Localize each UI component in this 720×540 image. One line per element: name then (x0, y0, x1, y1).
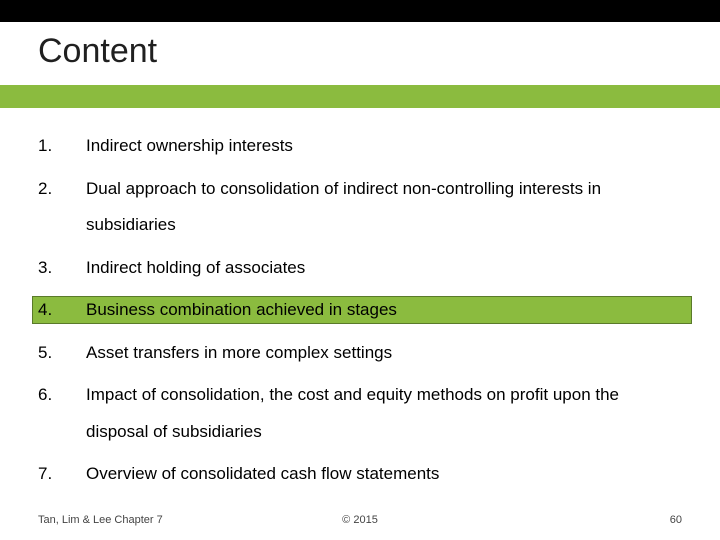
list-number: 5. (38, 335, 86, 372)
footer: Tan, Lim & Lee Chapter 7 © 2015 60 (38, 514, 682, 526)
slide-title: Content (38, 32, 157, 71)
list-number: 1. (38, 128, 86, 165)
footer-page-number: 60 (670, 514, 682, 526)
list-item: 7. Overview of consolidated cash flow st… (38, 456, 682, 493)
list-text: Impact of consolidation, the cost and eq… (86, 377, 682, 450)
list-text: Business combination achieved in stages (86, 292, 397, 329)
footer-center: © 2015 (342, 514, 378, 526)
list-item: 3. Indirect holding of associates (38, 250, 682, 287)
list-number: 6. (38, 377, 86, 414)
slide: Content 1. Indirect ownership interests … (0, 0, 720, 540)
list-number: 2. (38, 171, 86, 208)
list-item: 5. Asset transfers in more complex setti… (38, 335, 682, 372)
list-number: 4. (38, 292, 86, 329)
footer-left: Tan, Lim & Lee Chapter 7 (38, 514, 163, 526)
list-number: 3. (38, 250, 86, 287)
list-item-highlighted: 4. Business combination achieved in stag… (38, 292, 682, 329)
list-item: 2. Dual approach to consolidation of ind… (38, 171, 682, 244)
list-text: Asset transfers in more complex settings (86, 335, 392, 372)
header-green-bar (0, 85, 720, 108)
header-band: Content (0, 0, 720, 108)
list-text: Dual approach to consolidation of indire… (86, 171, 682, 244)
header-black-bar (0, 0, 720, 22)
list-text: Indirect holding of associates (86, 250, 305, 287)
list-text: Overview of consolidated cash flow state… (86, 456, 439, 493)
content-list: 1. Indirect ownership interests 2. Dual … (38, 128, 682, 499)
list-item: 6. Impact of consolidation, the cost and… (38, 377, 682, 450)
list-item: 1. Indirect ownership interests (38, 128, 682, 165)
list-number: 7. (38, 456, 86, 493)
list-text: Indirect ownership interests (86, 128, 293, 165)
